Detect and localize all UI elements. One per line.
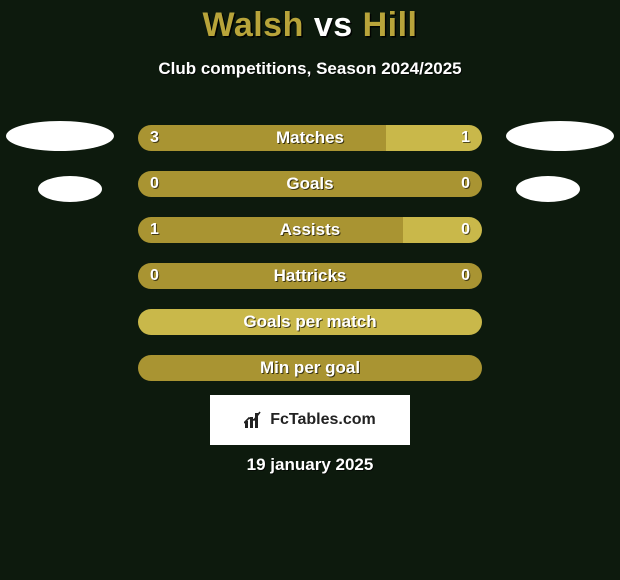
stat-row: Assists10 (0, 210, 620, 256)
stat-value-right: 0 (461, 217, 470, 243)
stat-bar-left-fill (138, 263, 482, 289)
stat-row: Matches31 (0, 118, 620, 164)
subtitle: Club competitions, Season 2024/2025 (0, 59, 620, 79)
stat-bar-right-fill (138, 309, 482, 335)
stat-row: Goals per match (0, 302, 620, 348)
stat-bar-left-fill (138, 171, 482, 197)
stat-bar-track (138, 171, 482, 197)
stat-bar-left-fill (138, 217, 403, 243)
stats-bars: Matches31Goals00Assists10Hattricks00Goal… (0, 118, 620, 394)
stat-value-left: 3 (150, 125, 159, 151)
stat-row: Hattricks00 (0, 256, 620, 302)
stat-bar-track (138, 355, 482, 381)
stat-value-left: 1 (150, 217, 159, 243)
source-badge-text: FcTables.com (270, 411, 376, 429)
stat-bar-track (138, 263, 482, 289)
comparison-infographic: Walsh vs Hill Club competitions, Season … (0, 0, 620, 580)
title-player-left: Walsh (203, 6, 304, 44)
title-vs: vs (304, 6, 363, 44)
stat-row: Min per goal (0, 348, 620, 394)
stat-bar-left-fill (138, 355, 482, 381)
chart-icon (244, 411, 264, 429)
stat-bar-right-fill (403, 217, 482, 243)
title-player-right: Hill (363, 6, 418, 44)
stat-bar-left-fill (138, 125, 386, 151)
stat-bar-track (138, 217, 482, 243)
footer-date: 19 january 2025 (0, 455, 620, 475)
stat-bar-track (138, 125, 482, 151)
stat-value-right: 0 (461, 171, 470, 197)
stat-value-right: 0 (461, 263, 470, 289)
page-title: Walsh vs Hill (0, 0, 620, 45)
stat-value-right: 1 (461, 125, 470, 151)
stat-bar-track (138, 309, 482, 335)
stat-value-left: 0 (150, 263, 159, 289)
stat-value-left: 0 (150, 171, 159, 197)
stat-row: Goals00 (0, 164, 620, 210)
source-badge: FcTables.com (210, 395, 410, 445)
